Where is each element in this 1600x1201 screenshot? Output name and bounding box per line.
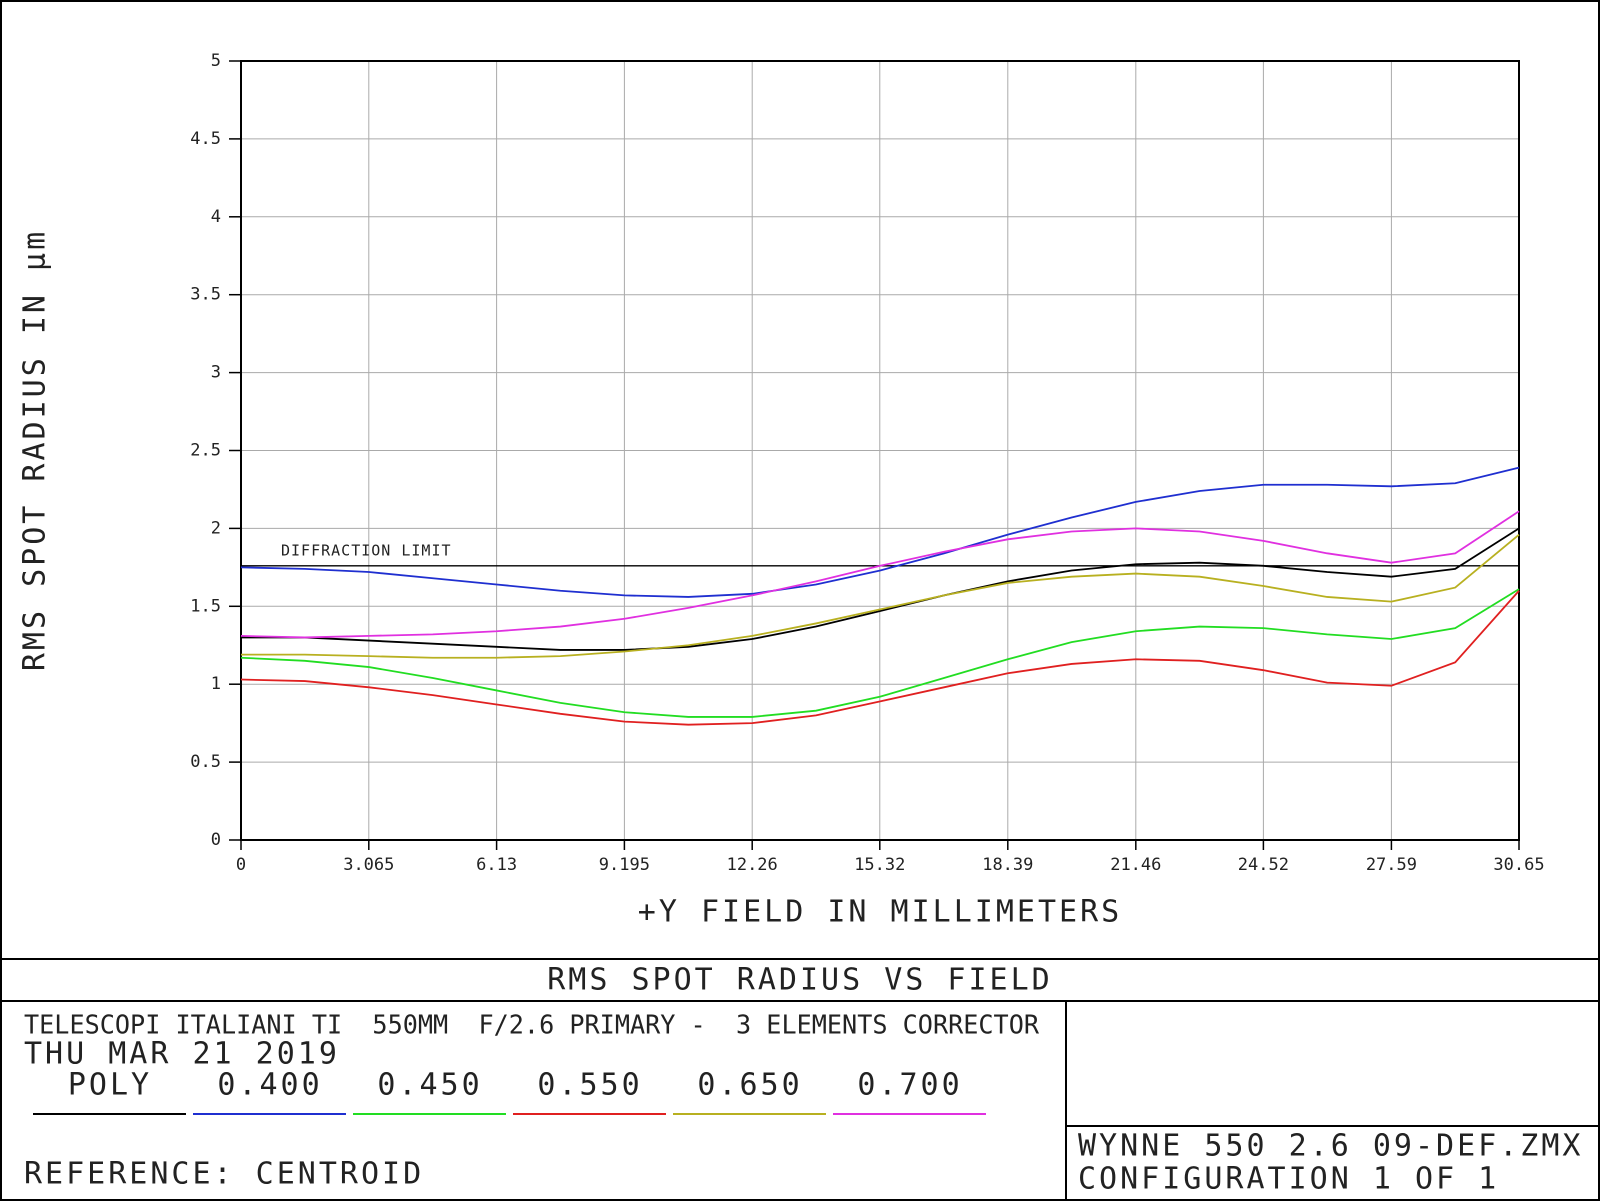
x-tick-label: 27.59 — [1366, 855, 1417, 875]
y-tick-label: 1.5 — [190, 596, 221, 616]
y-tick-label: 4.5 — [190, 129, 221, 149]
y-tick-label: 0 — [211, 830, 221, 850]
x-tick-label: 6.13 — [476, 855, 517, 875]
x-tick-label: 30.65 — [1493, 855, 1544, 875]
x-tick-label: 0 — [236, 855, 246, 875]
y-tick-label: 3.5 — [190, 285, 221, 305]
date: THU MAR 21 2019 — [24, 1037, 340, 1072]
series-line — [241, 527, 1520, 651]
y-tick-label: 4 — [211, 207, 221, 227]
series-line — [240, 466, 1520, 598]
legend-label: 0.550 — [537, 1068, 642, 1103]
legend-label: 0.650 — [697, 1068, 802, 1103]
y-tick-label: 5 — [211, 51, 221, 71]
series-line — [241, 533, 1520, 659]
x-tick-label: 24.52 — [1238, 855, 1289, 875]
series-line — [240, 590, 1520, 726]
annotation: DIFFRACTION LIMIT — [281, 541, 452, 559]
chart-title: RMS SPOT RADIUS VS FIELD — [547, 963, 1052, 998]
y-tick-label: 2.5 — [190, 441, 221, 461]
legend-label: POLY — [68, 1068, 152, 1103]
file-name: WYNNE 550 2.6 09-DEF.ZMX — [1078, 1129, 1583, 1164]
lens-info: TELESCOPI ITALIANI TI 550MM F/2.6 PRIMAR… — [24, 1011, 1039, 1041]
x-tick-label: 9.195 — [599, 855, 650, 875]
legend-label: 0.450 — [377, 1068, 482, 1103]
configuration: CONFIGURATION 1 OF 1 — [1078, 1162, 1499, 1197]
series-line — [240, 510, 1520, 639]
plot-area — [240, 60, 1520, 841]
x-tick-label: 15.32 — [854, 855, 905, 875]
x-axis-label: +Y FIELD IN MILLIMETERS — [638, 895, 1122, 930]
legend-label: 0.700 — [857, 1068, 962, 1103]
y-axis-label: RMS SPOT RADIUS IN µm — [18, 229, 53, 671]
legend-label: 0.400 — [217, 1068, 322, 1103]
x-tick-label: 21.46 — [1110, 855, 1161, 875]
y-tick-label: 3 — [211, 363, 221, 383]
reference: REFERENCE: CENTROID — [24, 1157, 424, 1192]
series-line — [240, 588, 1520, 718]
x-tick-label: 12.26 — [727, 855, 778, 875]
y-tick-label: 2 — [211, 518, 221, 538]
x-tick-label: 18.39 — [982, 855, 1033, 875]
y-tick-label: 1 — [211, 674, 221, 694]
x-tick-label: 3.065 — [343, 855, 394, 875]
y-tick-label: 0.5 — [190, 752, 221, 772]
